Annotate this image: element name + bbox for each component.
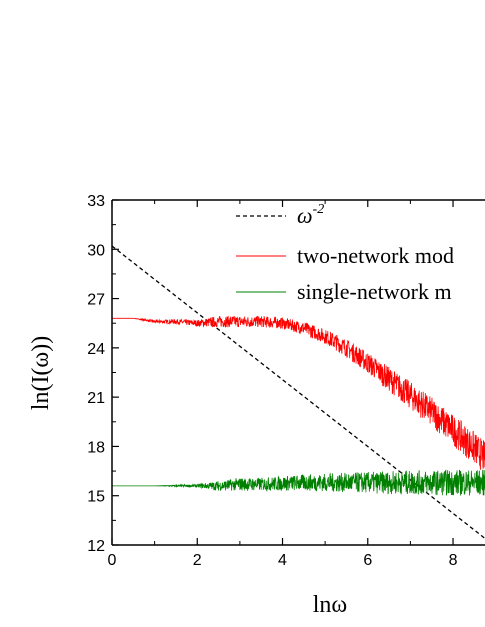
legend-label-1: two-network mod [297,243,454,268]
x-tick-label: 0 [108,552,117,569]
x-tick-label: 2 [193,552,202,569]
y-tick-label: 12 [87,538,105,555]
y-tick-label: 18 [87,439,105,456]
y-axis-title: ln(I(ω)) [28,336,54,410]
x-tick-label: 8 [449,552,458,569]
y-tick-label: 24 [87,341,105,358]
series-line-1 [112,315,485,470]
x-tick-label: 6 [363,552,372,569]
legend-label-main: ω [297,203,313,228]
x-tick-label: 4 [278,552,287,569]
y-tick-label: 15 [87,489,105,506]
y-tick-label: 30 [87,242,105,259]
legend-label-2: single-network m [297,279,452,304]
plot-area [112,245,485,539]
legend-label-sup: -2 [313,202,325,217]
legend-label-0: ω-2 [297,202,324,228]
series-line-2 [112,469,485,496]
y-tick-label: 33 [87,193,105,210]
y-tick-label: 21 [87,390,105,407]
x-axis-title: lnω [313,592,347,618]
legend: ω-2 two-network mod single-network m [236,202,454,304]
y-tick-label: 27 [87,292,105,309]
